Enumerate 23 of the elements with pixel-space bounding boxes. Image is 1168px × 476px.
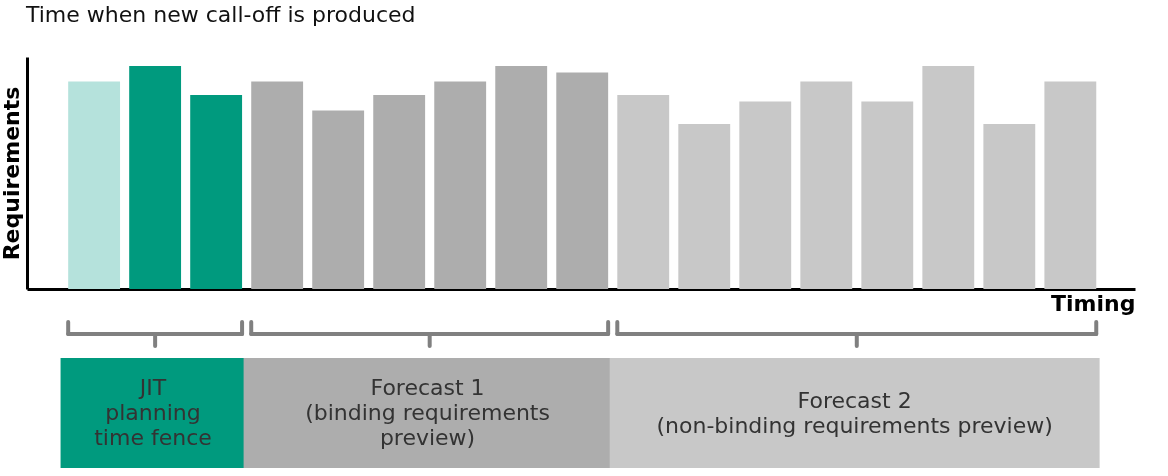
text: JIT planning time fence <box>94 375 212 450</box>
bar <box>800 81 853 289</box>
bar <box>129 65 182 289</box>
y-axis-title: Requirements <box>0 86 24 261</box>
bar <box>922 65 975 289</box>
x-axis-title: Timing <box>1051 290 1136 316</box>
bar <box>556 72 609 289</box>
bar <box>739 101 792 289</box>
bar <box>617 94 670 289</box>
bar <box>190 94 243 289</box>
bar <box>678 123 731 289</box>
text: Forecast 1 (binding requirements preview) <box>305 375 550 450</box>
bar <box>1044 81 1097 289</box>
bar <box>312 110 365 289</box>
bar <box>68 81 121 289</box>
bar <box>251 81 304 289</box>
bar <box>495 65 548 289</box>
bar <box>373 94 426 289</box>
chart-title: Time when new call-off is produced <box>25 2 416 27</box>
bar <box>861 101 914 289</box>
bar <box>434 81 487 289</box>
text: Forecast 2 (non-binding requirements preview) <box>656 387 1053 438</box>
bar <box>983 123 1036 289</box>
